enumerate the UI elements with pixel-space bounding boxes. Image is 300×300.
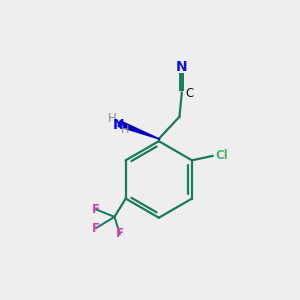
Text: C: C [186,87,194,100]
Text: Cl: Cl [215,149,228,162]
Text: H: H [121,125,129,135]
Text: N: N [113,118,124,132]
Text: H: H [108,112,117,125]
Text: F: F [92,203,100,216]
Polygon shape [118,121,160,139]
Text: F: F [116,227,124,240]
Text: F: F [92,221,100,235]
Text: N: N [176,60,188,74]
